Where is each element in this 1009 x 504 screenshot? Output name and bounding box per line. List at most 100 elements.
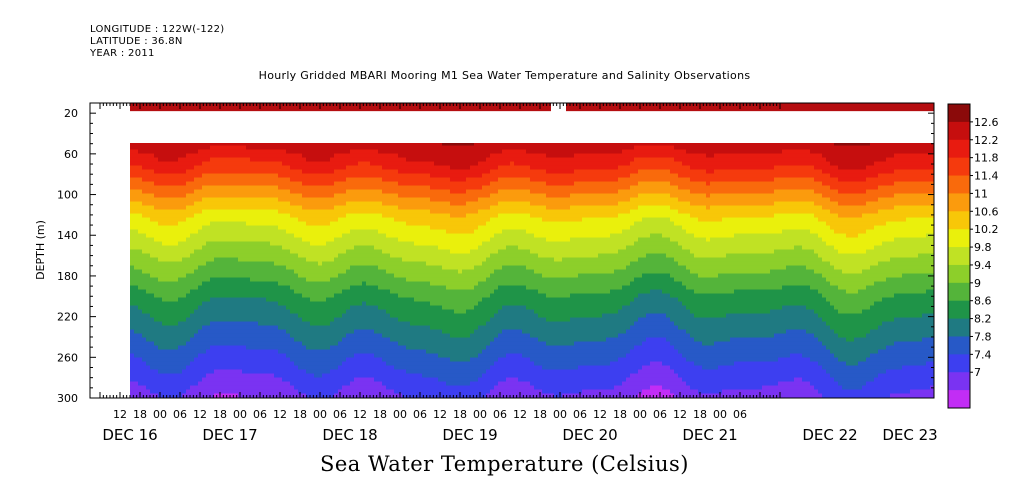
heat-cell: [334, 337, 339, 343]
heat-cell: [274, 205, 279, 211]
heat-cell: [194, 153, 199, 159]
heat-cell: [354, 205, 359, 211]
heat-cell: [270, 201, 275, 207]
heat-cell: [330, 201, 335, 207]
heat-cell: [254, 197, 259, 203]
heat-cell: [234, 337, 239, 343]
heat-cell: [278, 317, 283, 323]
heat-cell: [410, 245, 415, 251]
heat-cell: [178, 225, 183, 231]
heat-cell: [258, 189, 263, 195]
heat-cell: [254, 229, 259, 235]
heat-cell: [366, 297, 371, 303]
heat-cell: [238, 177, 243, 183]
heat-cell: [366, 357, 371, 363]
heat-cell: [406, 249, 411, 255]
heat-cell: [346, 169, 351, 175]
heat-cell: [378, 153, 383, 159]
heat-cell: [178, 361, 183, 367]
heat-cell: [162, 293, 167, 299]
heat-cell: [338, 221, 343, 227]
heat-cell: [214, 249, 219, 255]
heat-cell: [206, 313, 211, 319]
heat-cell: [274, 313, 279, 319]
heat-cell: [318, 233, 323, 239]
heat-cell: [282, 353, 287, 359]
heat-cell: [282, 205, 287, 211]
heat-cell: [294, 277, 299, 283]
heat-cell: [370, 138, 375, 143]
heat-cell: [370, 309, 375, 315]
heat-cell: [174, 301, 179, 307]
heat-cell: [326, 177, 331, 183]
heat-cell: [270, 169, 275, 175]
heat-cell: [318, 143, 323, 147]
heat-cell: [178, 293, 183, 299]
heat-cell: [178, 237, 183, 243]
heat-cell: [170, 143, 175, 147]
heat-cell: [394, 281, 399, 287]
heat-cell: [190, 321, 195, 327]
heat-cell: [234, 225, 239, 231]
heat-cell: [270, 209, 275, 215]
heat-cell: [330, 153, 335, 159]
heat-cell: [334, 205, 339, 211]
heat-cell: [418, 217, 423, 223]
heat-cell: [262, 285, 267, 291]
heat-cell: [242, 389, 247, 395]
heat-cell: [134, 285, 139, 291]
heat-cell: [222, 221, 227, 227]
heat-cell: [378, 381, 383, 387]
heat-cell: [282, 309, 287, 315]
heat-cell: [350, 221, 355, 227]
heat-cell: [370, 341, 375, 347]
heat-cell: [230, 353, 235, 359]
heat-cell: [414, 301, 419, 307]
heat-cell: [198, 357, 203, 363]
heat-cell: [206, 165, 211, 171]
heat-cell: [278, 161, 283, 167]
heat-cell: [394, 185, 399, 191]
heat-cell: [330, 309, 335, 315]
heat-cell: [398, 209, 403, 215]
heat-cell: [366, 289, 371, 295]
heat-cell: [398, 361, 403, 367]
heat-cell: [198, 289, 203, 295]
heat-cell: [258, 149, 263, 155]
heat-cell: [422, 309, 427, 315]
heat-cell: [226, 138, 231, 143]
heat-cell: [174, 257, 179, 263]
heat-cell: [362, 181, 367, 187]
heat-cell: [302, 301, 307, 307]
heat-cell: [338, 277, 343, 283]
heat-cell: [406, 157, 411, 163]
heat-cell: [418, 345, 423, 351]
heat-cell: [298, 293, 303, 299]
heat-cell: [198, 237, 203, 243]
heat-cell: [150, 289, 155, 295]
heat-cell: [270, 193, 275, 199]
heat-cell: [406, 169, 411, 175]
heat-cell: [174, 213, 179, 219]
heat-cell: [166, 257, 171, 263]
heat-cell: [370, 281, 375, 287]
heat-cell: [410, 393, 415, 398]
heat-cell: [190, 301, 195, 307]
heat-cell: [282, 149, 287, 155]
heat-cell: [334, 193, 339, 199]
heat-cell: [278, 201, 283, 207]
heat-cell: [186, 193, 191, 199]
heat-cell: [382, 241, 387, 247]
heat-cell: [170, 134, 175, 139]
heat-cell: [150, 161, 155, 167]
heat-cell: [366, 165, 371, 171]
heat-cell: [350, 273, 355, 279]
heat-cell: [142, 157, 147, 163]
heat-cell: [382, 173, 387, 179]
heat-cell: [362, 165, 367, 171]
heat-cell: [378, 201, 383, 207]
heat-cell: [358, 389, 363, 395]
heat-cell: [150, 157, 155, 163]
heat-cell: [130, 301, 135, 307]
heat-cell: [414, 245, 419, 251]
